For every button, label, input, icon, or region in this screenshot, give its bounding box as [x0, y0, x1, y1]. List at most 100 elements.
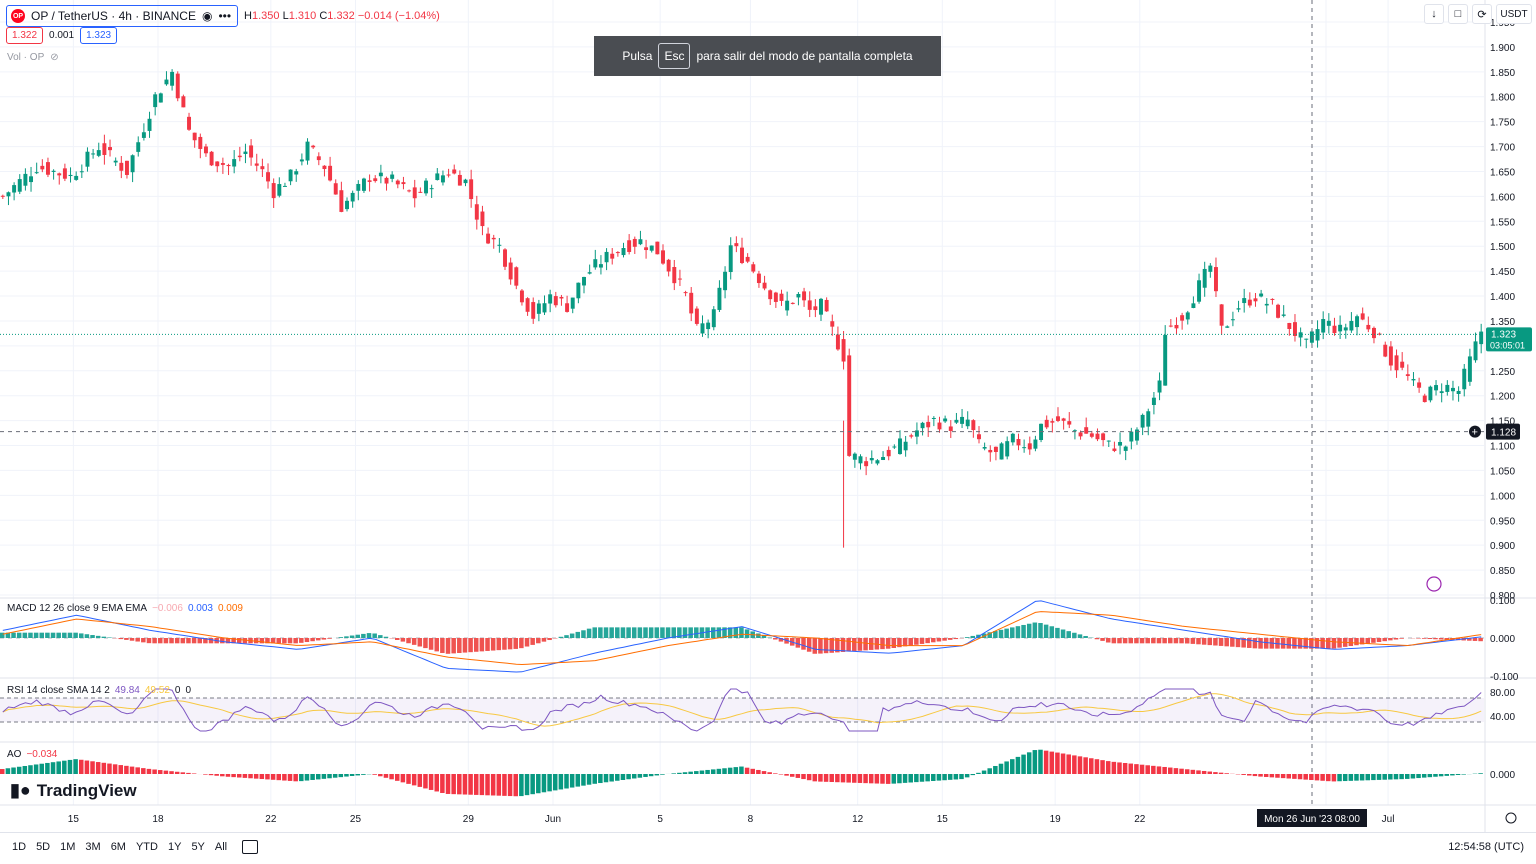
candle-body [367, 180, 372, 182]
ao-bar [62, 760, 67, 774]
macd-bar [1156, 638, 1162, 644]
candle-body [1462, 368, 1467, 390]
time-tick: Jul [1382, 814, 1395, 825]
macd-bar [1094, 638, 1100, 640]
ao-bar [846, 774, 851, 783]
calendar-icon[interactable] [242, 840, 259, 854]
macd-bar [1337, 638, 1342, 648]
clock-readout[interactable]: 12:54:58 (UTC) [1448, 841, 1524, 853]
candle-body [45, 162, 50, 175]
macd-bar [739, 627, 744, 638]
macd-bar [536, 638, 541, 644]
candle-body [378, 172, 383, 177]
macd-bar [654, 627, 660, 638]
rsi-sma-val: 49.52 [144, 685, 170, 696]
macd-bar [406, 638, 411, 644]
ao-bar [626, 774, 631, 780]
price-tick: 1.800 [1490, 93, 1515, 104]
macd-bar [1066, 631, 1071, 638]
eye-hidden-icon[interactable]: ⊘ [50, 52, 59, 63]
macd-bar [575, 631, 581, 638]
candle-body [615, 252, 620, 254]
macd-bar [1190, 638, 1196, 644]
ao-bar [710, 769, 716, 774]
candle-body [384, 177, 389, 184]
range-all[interactable]: All [214, 841, 228, 853]
candle-body [672, 267, 677, 284]
macd-bar [835, 638, 840, 653]
macd-bar [1326, 638, 1331, 649]
arrow-down-icon[interactable]: ↓ [1424, 4, 1444, 24]
more-icon[interactable]: ••• [218, 9, 232, 23]
ao-bar [440, 774, 445, 793]
ao-bar [1297, 774, 1303, 780]
refresh-icon[interactable]: ⟳ [1472, 4, 1492, 24]
candle-body [655, 241, 660, 255]
ask-price[interactable]: 1.323 [80, 27, 118, 44]
candle-body [220, 163, 225, 165]
range-1d[interactable]: 1D [12, 841, 27, 853]
bid-price[interactable]: 1.322 [6, 27, 44, 44]
symbol-selector[interactable]: OP OP / TetherUS · 4h · BINANCE ◉ ••• [6, 5, 239, 27]
macd-bar [778, 638, 784, 642]
candle-body [1027, 443, 1032, 450]
macd-bar [947, 638, 953, 640]
macd-bar [361, 633, 366, 638]
candle-body [1242, 298, 1247, 304]
macd-bar [524, 638, 530, 647]
macd-bar [174, 638, 180, 644]
candle-body [1022, 447, 1027, 449]
ao-bar [276, 774, 282, 781]
candle-body [299, 159, 304, 162]
macd-bar [1021, 624, 1026, 638]
candle-body [762, 282, 767, 289]
range-5d[interactable]: 5D [36, 841, 51, 853]
ao-bar [16, 766, 22, 774]
lightning-icon[interactable] [1426, 576, 1442, 592]
candle-body [0, 195, 5, 197]
candle-body [407, 190, 412, 192]
macd-bar [1280, 638, 1286, 649]
macd-bar [586, 628, 592, 638]
ao-bar [1365, 774, 1371, 781]
macd-bar [457, 638, 462, 653]
ao-bar [1314, 774, 1320, 781]
range-1y[interactable]: 1Y [167, 841, 182, 853]
ao-bar [931, 774, 936, 781]
range-5y[interactable]: 5Y [191, 841, 205, 853]
fullscreen-icon[interactable]: □ [1448, 4, 1468, 24]
ao-bar [524, 774, 530, 796]
plus-icon[interactable] [1469, 425, 1481, 438]
macd-bar [857, 638, 863, 651]
ao-bar [1320, 774, 1325, 781]
range-3m[interactable]: 3M [85, 841, 101, 853]
candle-body [260, 166, 265, 170]
range-6m[interactable]: 6M [110, 841, 126, 853]
tradingview-logo[interactable]: ▮● TradingView [10, 780, 137, 801]
candle-body [514, 267, 519, 286]
macd-bar [1382, 638, 1387, 642]
candle-body [266, 172, 270, 182]
candle-body [519, 290, 524, 303]
macd-bar [1309, 638, 1314, 649]
macd-bar [107, 637, 112, 638]
gear-icon[interactable] [1505, 812, 1517, 824]
eye-icon[interactable]: ◉ [201, 9, 213, 23]
candle-body [1168, 325, 1173, 327]
macd-bar [1015, 626, 1021, 638]
currency-selector[interactable]: USDT [1496, 4, 1532, 24]
candle-body [740, 247, 744, 264]
candle-body [328, 165, 333, 181]
candle-body [311, 145, 316, 148]
range-ytd[interactable]: YTD [135, 841, 158, 853]
ao-bar [1026, 752, 1032, 774]
plus-icon-glyph: + [1472, 427, 1478, 439]
ao-bar [372, 774, 377, 775]
ao-bar [5, 768, 11, 774]
candle-body [638, 239, 643, 245]
ao-bar [1077, 756, 1083, 774]
range-1m[interactable]: 1M [60, 841, 76, 853]
ao-bar [767, 772, 772, 774]
rsi-sma-line [2, 693, 1482, 727]
